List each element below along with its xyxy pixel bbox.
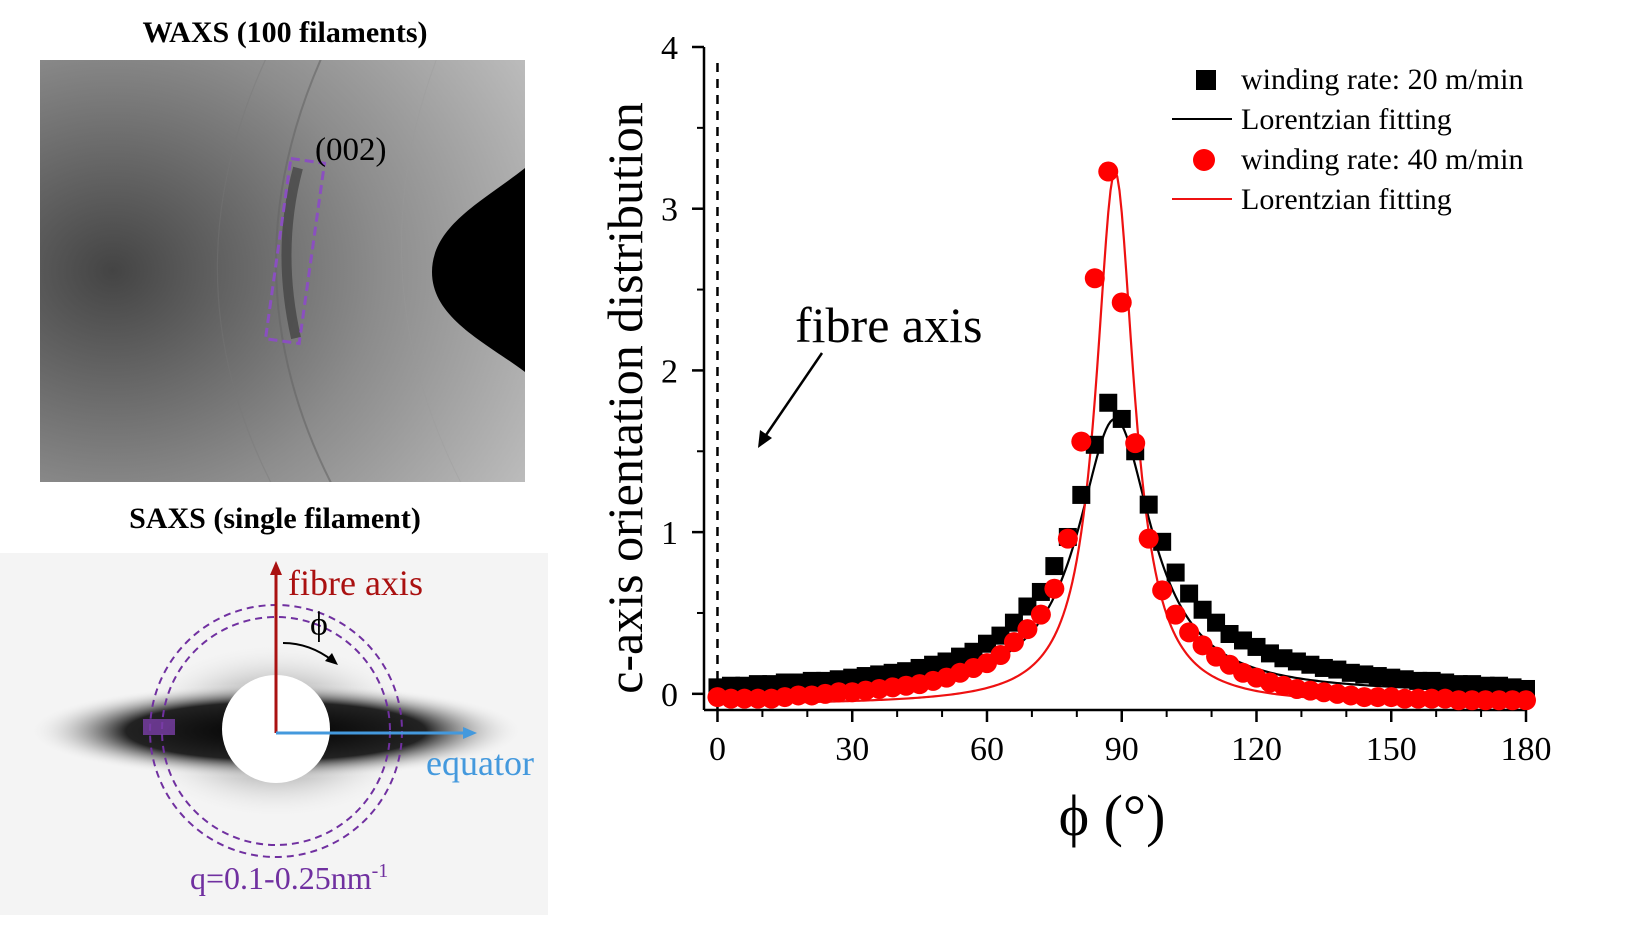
saxs-q-label: q=0.1-0.25nm-1 — [190, 860, 388, 896]
saxs-equator-arrowhead — [463, 727, 477, 739]
legend: winding rate: 20 m/min Lorentzian fittin… — [1172, 63, 1523, 216]
axis-ticks: 0 30 60 90 120 150 180 0 1 2 3 4 — [661, 30, 1552, 768]
orientation-chart: 0 30 60 90 120 150 180 0 1 2 3 4 c-axis orientation… — [600, 30, 1552, 848]
point-series-2 — [990, 645, 1011, 666]
y-tick-label-3: 3 — [661, 192, 678, 229]
point-series-2 — [1030, 604, 1051, 625]
saxs-integration-box — [143, 719, 175, 735]
annotation-arrow-line — [762, 352, 824, 439]
fibre-axis-annotation: fibre axis — [795, 297, 982, 353]
point-series-1 — [1180, 584, 1199, 603]
waxs-peak-label: (002) — [315, 132, 386, 168]
y-tick-label-1: 1 — [661, 515, 678, 552]
legend-label-series-1: winding rate: 20 m/min — [1241, 63, 1523, 96]
x-tick-label-150: 150 — [1366, 731, 1417, 768]
point-series-2 — [1084, 268, 1105, 289]
legend-label-fit-1: Lorentzian fitting — [1241, 103, 1452, 136]
saxs-image: fibre axis ϕ equator q=0.1-0.25nm-1 — [0, 553, 548, 915]
point-series-2 — [1125, 433, 1146, 454]
x-tick-label-60: 60 — [970, 731, 1004, 768]
saxs-title: SAXS (single filament) — [129, 502, 421, 535]
plot-frame — [702, 47, 1526, 712]
fit-curve-series-2 — [717, 168, 1527, 705]
data-points — [707, 161, 1536, 711]
point-series-2 — [1179, 622, 1200, 643]
point-series-2 — [1057, 528, 1078, 549]
waxs-title: WAXS (100 filaments) — [142, 16, 428, 49]
point-series-2 — [1152, 580, 1173, 601]
saxs-fibre-axis-arrowhead — [270, 561, 282, 575]
point-series-2 — [1044, 578, 1065, 599]
point-series-1 — [1045, 557, 1064, 576]
legend-marker-square — [1196, 70, 1216, 90]
waxs-002-arc — [281, 166, 303, 340]
point-series-1 — [1166, 563, 1185, 582]
point-series-2 — [1098, 161, 1119, 182]
y-tick-label-4: 4 — [661, 30, 678, 67]
x-tick-label-180: 180 — [1501, 731, 1552, 768]
point-series-2 — [1017, 619, 1038, 640]
point-series-1 — [1099, 393, 1118, 412]
point-series-1 — [1112, 409, 1131, 428]
saxs-q-circle-inner — [161, 616, 391, 846]
legend-label-fit-2: Lorentzian fitting — [1241, 183, 1452, 216]
saxs-phi-label: ϕ — [310, 606, 328, 643]
waxs-ring-far — [401, 60, 462, 482]
point-series-1 — [1072, 485, 1091, 504]
x-tick-label-0: 0 — [709, 731, 726, 768]
saxs-fibre-axis-label: fibre axis — [288, 563, 423, 603]
legend-label-series-2: winding rate: 40 m/min — [1241, 143, 1523, 176]
waxs-ring-outer — [275, 60, 332, 482]
x-tick-label-120: 120 — [1231, 731, 1282, 768]
saxs-equator-label: equator — [426, 743, 534, 783]
fit-curves — [717, 168, 1527, 705]
point-series-2 — [1003, 632, 1024, 653]
waxs-image: (002) — [40, 60, 525, 482]
x-axis-label: ϕ (°) — [1059, 783, 1166, 848]
y-tick-label-2: 2 — [661, 353, 678, 390]
saxs-q-label-sup: -1 — [372, 860, 389, 882]
annotation-arrowhead — [758, 430, 772, 448]
legend-marker-circle — [1193, 149, 1215, 171]
point-series-2 — [1165, 604, 1186, 625]
waxs-beamstop — [432, 168, 525, 372]
waxs-ring-inner — [216, 60, 272, 482]
fit-curve-series-1 — [717, 417, 1527, 692]
point-series-2 — [1192, 635, 1213, 656]
point-series-1 — [1139, 495, 1158, 514]
point-series-2 — [1071, 431, 1092, 452]
saxs-q-label-main: q=0.1-0.25nm — [190, 860, 372, 896]
point-series-2 — [1111, 292, 1132, 313]
saxs-phi-arrowhead — [325, 653, 338, 665]
y-tick-label-0: 0 — [661, 677, 678, 714]
point-series-2 — [1138, 528, 1159, 549]
y-axis-label: c-axis orientation distribution — [600, 102, 653, 694]
x-tick-label-30: 30 — [835, 731, 869, 768]
point-series-2 — [1516, 690, 1536, 711]
x-tick-label-90: 90 — [1105, 731, 1139, 768]
